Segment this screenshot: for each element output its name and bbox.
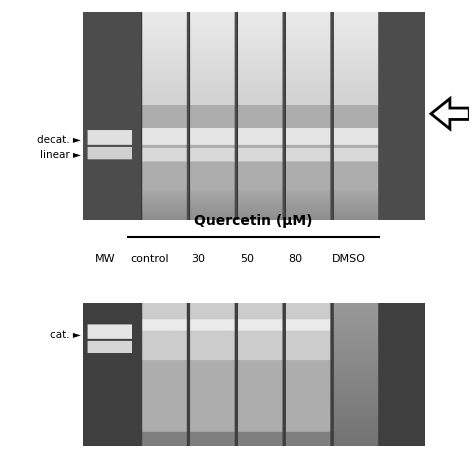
Text: decat. ►: decat. ► — [36, 135, 81, 145]
Text: linear ►: linear ► — [40, 150, 81, 160]
Text: Quercetin (μM): Quercetin (μM) — [194, 214, 313, 228]
Text: 50: 50 — [240, 254, 255, 264]
Text: MW: MW — [95, 254, 116, 264]
Text: cat. ►: cat. ► — [50, 329, 81, 340]
Text: control: control — [130, 254, 169, 264]
Text: DMSO: DMSO — [331, 254, 365, 264]
FancyArrow shape — [431, 99, 469, 129]
Text: 30: 30 — [191, 254, 205, 264]
Text: 80: 80 — [288, 254, 302, 264]
